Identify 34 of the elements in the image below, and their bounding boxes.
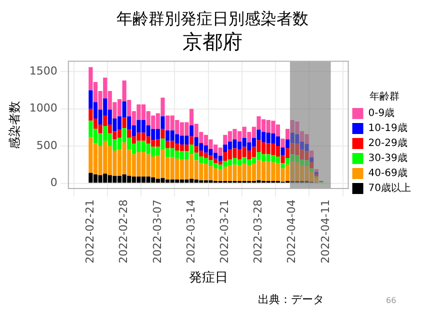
y-axis-title: 感染者数 bbox=[7, 100, 22, 149]
x-tick-label: 2022-03-14 bbox=[184, 199, 198, 264]
bar bbox=[310, 157, 314, 162]
bar bbox=[314, 169, 318, 172]
y-tick-label: 500 bbox=[36, 138, 58, 152]
bar bbox=[160, 128, 165, 139]
bar bbox=[160, 116, 165, 129]
y-tick-label: 1500 bbox=[29, 64, 58, 78]
x-tick-label: 2022-03-28 bbox=[252, 199, 265, 264]
legend-label: 0-9歳 bbox=[368, 107, 395, 120]
x-tick-label: 2022-02-28 bbox=[117, 199, 130, 264]
text: 66 bbox=[386, 296, 396, 306]
legend-label: 10-19歳 bbox=[368, 122, 408, 134]
y-tick-label: 1000 bbox=[29, 102, 58, 115]
legend-label: 30-39歳 bbox=[368, 152, 408, 164]
x-tick-label: 2022-03-07 bbox=[150, 199, 164, 264]
legend-label: 20-29歳 bbox=[368, 137, 408, 150]
x-tick-label: 2022-04-11 bbox=[318, 199, 332, 264]
chart-title: 年齢群別発症日別感染者数 bbox=[116, 8, 308, 28]
bar bbox=[310, 168, 314, 172]
x-axis-title: 発症日 bbox=[188, 270, 228, 286]
chart-subtitle: 京都府 bbox=[182, 29, 242, 54]
legend-title: 年齢群 bbox=[370, 90, 400, 103]
x-tick-label: 2022-03-21 bbox=[218, 199, 231, 264]
y-tick-label: 0 bbox=[50, 176, 58, 190]
source-note: 出典：データ bbox=[258, 292, 324, 306]
legend-label: 70歳以上 bbox=[368, 182, 412, 194]
bar bbox=[122, 118, 126, 128]
bar bbox=[310, 150, 314, 158]
x-tick-label: 2022-04-04 bbox=[285, 199, 298, 264]
bar bbox=[189, 136, 194, 145]
x-tick-label: 2022-02-21 bbox=[84, 199, 97, 264]
legend-label: 40-69歳 bbox=[368, 167, 408, 180]
bar bbox=[310, 162, 314, 168]
